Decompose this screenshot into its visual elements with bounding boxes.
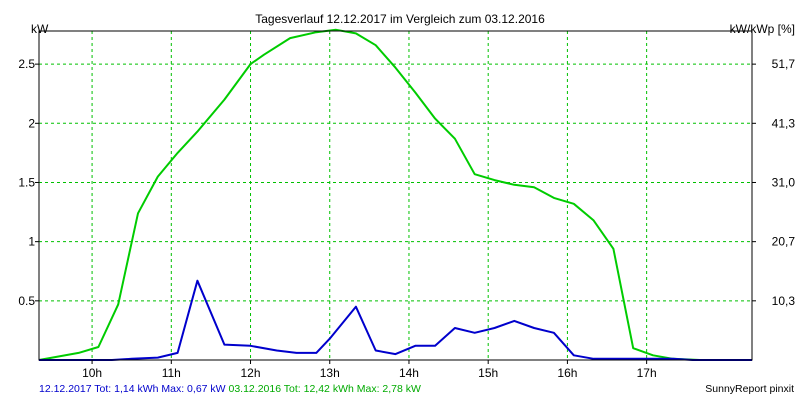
chart-title: Tagesverlauf 12.12.2017 im Vergleich zum…: [255, 12, 545, 26]
y-tick-label-right: 51,7: [772, 57, 796, 71]
x-tick-label: 17h: [637, 366, 657, 380]
y-tick-label-left: 2.5: [18, 57, 35, 71]
plot-frame: [38, 30, 753, 361]
chart-footer: 12.12.2017 Tot: 1,14 kWh Max: 0,67 kW 03…: [39, 383, 421, 395]
y-tick-label-left: 2: [28, 116, 35, 130]
legend-series-2: 03.12.2016 Tot: 12,42 kWh Max: 2,78 kW: [228, 383, 421, 395]
series-line-2017: [39, 279, 752, 361]
y-tick-label-right: 10,3: [772, 294, 796, 308]
x-tick-label: 16h: [557, 366, 577, 380]
y-tick-label-right: 31,0: [772, 175, 796, 189]
y-tick-label-left: 0.5: [18, 294, 35, 308]
brand-label: SunnyReport pinxit: [705, 383, 794, 395]
series-line-2016: [38, 28, 752, 361]
x-tick-label: 14h: [399, 366, 419, 380]
y-axis-label-left: kW: [31, 22, 49, 36]
x-tick-label: 11h: [162, 366, 181, 380]
y-tick-label-right: 20,7: [772, 235, 796, 249]
x-tick-label: 13h: [320, 366, 340, 380]
y-tick-label-left: 1.5: [18, 175, 35, 189]
x-tick-label: 12h: [241, 366, 261, 380]
y-tick-label-left: 1: [28, 235, 35, 249]
x-tick-label: 15h: [478, 366, 498, 380]
x-tick-label: 10h: [82, 366, 102, 380]
y-tick-label-right: 41,3: [772, 116, 796, 130]
legend-series-1: 12.12.2017 Tot: 1,14 kWh Max: 0,67 kW: [39, 383, 226, 395]
y-axis-label-right: kW/kWp [%]: [730, 22, 795, 36]
